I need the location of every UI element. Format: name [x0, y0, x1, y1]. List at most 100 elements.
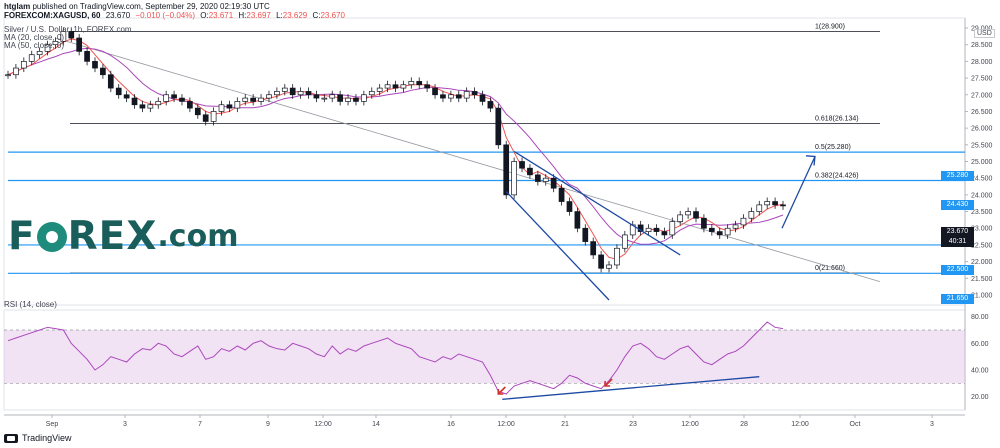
- time-tick-label: 21: [561, 421, 569, 428]
- rsi-band: [4, 330, 965, 384]
- channel-lower: [505, 191, 610, 301]
- fib-label: 0(21.660): [815, 265, 845, 272]
- candle-body: [123, 94, 130, 99]
- forex-logo: F REX .com: [8, 214, 238, 259]
- candle-body: [708, 227, 715, 232]
- candle-body: [297, 91, 304, 96]
- candle-body: [503, 144, 510, 196]
- candle-body: [495, 107, 502, 146]
- trendline-grey: [55, 37, 881, 283]
- candle-body: [590, 241, 597, 256]
- fib-label: 1(28.900): [815, 23, 845, 30]
- time-tick-label: 3: [123, 421, 127, 428]
- footer-brand[interactable]: TradingView: [22, 433, 72, 443]
- candle-body: [250, 97, 257, 102]
- candle-body: [772, 201, 778, 206]
- candle-body: [653, 227, 660, 232]
- candle-body: [139, 104, 146, 109]
- time-tick-label: 28: [740, 421, 748, 428]
- price-tick-label: 24.000: [971, 192, 993, 199]
- currency-label[interactable]: USD: [974, 29, 995, 38]
- price-tick-label: 23.000: [971, 226, 993, 233]
- time-tick-label: 16: [447, 421, 455, 428]
- candle-body: [20, 61, 27, 69]
- candle-body: [210, 111, 217, 122]
- chart-title: Silver / U.S. Dollar, 1h, FOREX.com: [4, 25, 132, 34]
- candle-body: [455, 94, 462, 99]
- candle-body: [76, 37, 83, 52]
- time-tick-label: Sep: [46, 421, 59, 428]
- time-tick-label: 7: [198, 421, 202, 428]
- price-tick-label: 28.000: [971, 59, 993, 66]
- candle-body: [68, 30, 75, 39]
- red-arrowhead: [604, 381, 611, 387]
- price-tick-label: 22.000: [971, 259, 993, 266]
- publisher-line: htglam published on TradingView.com, Sep…: [4, 2, 270, 11]
- candle-body: [724, 227, 731, 236]
- time-tick-label: 9: [266, 421, 270, 428]
- badge-21650: 21.650: [941, 294, 974, 304]
- candle-body: [100, 67, 106, 76]
- candle-body: [400, 84, 407, 89]
- logo-text-rex: REX: [67, 214, 158, 259]
- price-tick-label: 21.000: [971, 292, 993, 299]
- candle-body: [621, 234, 628, 249]
- logo-text-com: .com: [157, 219, 239, 254]
- price-tick-label: 25.000: [971, 159, 993, 166]
- publish-info: published on TradingView.com, September …: [32, 2, 270, 11]
- candle-body: [289, 87, 296, 96]
- ma50-legend[interactable]: MA (50, close, 0): [4, 41, 65, 50]
- candle-body: [701, 217, 707, 229]
- candle-body: [171, 94, 177, 99]
- candle-body: [392, 84, 399, 89]
- logo-o-icon: [36, 221, 67, 252]
- footer: TradingView: [4, 433, 72, 443]
- tradingview-icon: [4, 433, 18, 443]
- candle-body: [542, 177, 549, 182]
- candle-body: [614, 247, 620, 266]
- publisher-user[interactable]: htglam: [4, 2, 31, 11]
- fib-label: 0.5(25.280): [815, 144, 851, 151]
- price-tick-label: 24.500: [971, 176, 993, 183]
- candle-body: [155, 101, 162, 106]
- candle-body: [408, 81, 415, 86]
- time-tick-label: 14: [372, 421, 380, 428]
- candle-body: [115, 87, 122, 96]
- badge-22500: 22.500: [941, 265, 974, 275]
- candle-body: [36, 51, 43, 56]
- candle-body: [677, 214, 684, 222]
- ma50-line: [7, 47, 784, 245]
- candle-body: [353, 97, 359, 102]
- rsi-tick-label: 80.00: [971, 314, 989, 321]
- open-value: 23.671: [208, 11, 234, 20]
- price-tick-label: 26.000: [971, 126, 993, 133]
- ma20-legend[interactable]: MA (20, close, 0): [4, 33, 65, 42]
- candle-body: [5, 74, 11, 77]
- candle-body: [582, 227, 589, 242]
- candle-body: [764, 201, 771, 206]
- price-tick-label: 22.500: [971, 242, 993, 249]
- candle-body: [131, 97, 138, 106]
- candle-body: [558, 187, 565, 202]
- low-label: L:: [276, 11, 283, 20]
- red-arrow: [604, 378, 613, 387]
- rsi-divergence-line: [502, 376, 760, 400]
- badge-25280: 25.280: [941, 171, 974, 181]
- candle-body: [534, 174, 541, 182]
- candle-body: [487, 101, 494, 109]
- rsi-legend[interactable]: RSI (14, close): [4, 300, 57, 309]
- candle-body: [13, 67, 19, 76]
- candle-body: [202, 114, 209, 122]
- candle-body: [448, 94, 454, 99]
- candle-body: [748, 211, 755, 219]
- time-tick-label: 23: [629, 421, 637, 428]
- candle-body: [266, 94, 272, 99]
- candle-body: [432, 87, 438, 96]
- candle-body: [226, 104, 233, 109]
- symbol: FOREXCOM:XAGUSD, 60: [4, 11, 101, 20]
- candle-body: [305, 91, 312, 96]
- rsi-line: [7, 321, 784, 395]
- candle-body: [258, 97, 264, 102]
- candle-body: [598, 254, 604, 269]
